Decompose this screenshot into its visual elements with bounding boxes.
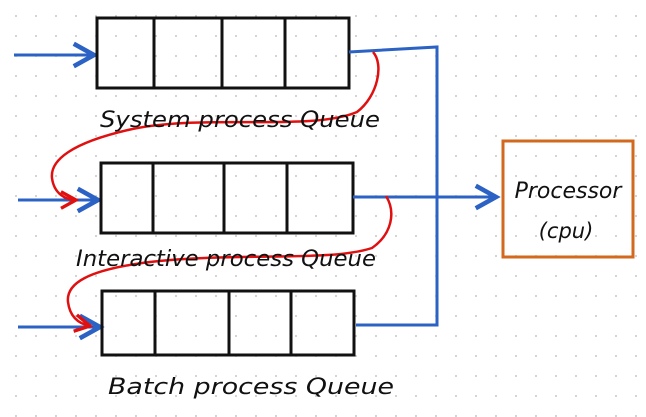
feedback-curve-system-to-interactive — [50, 51, 380, 200]
processor-sublabel: (cpu) — [539, 219, 594, 243]
system-queue-label: System process Queue — [100, 108, 380, 133]
processor-label: Processor — [515, 179, 624, 204]
interactive-queue-box — [99, 161, 355, 235]
feedback-curve-interactive-to-batch — [66, 195, 393, 326]
batch-queue-label: Batch process Queue — [108, 375, 394, 400]
output-connector — [348, 45, 439, 327]
interactive-queue-label: Interactive process Queue — [76, 247, 376, 272]
processor-box — [501, 139, 635, 259]
system-queue-box — [95, 16, 351, 90]
batch-queue-box — [100, 289, 356, 357]
